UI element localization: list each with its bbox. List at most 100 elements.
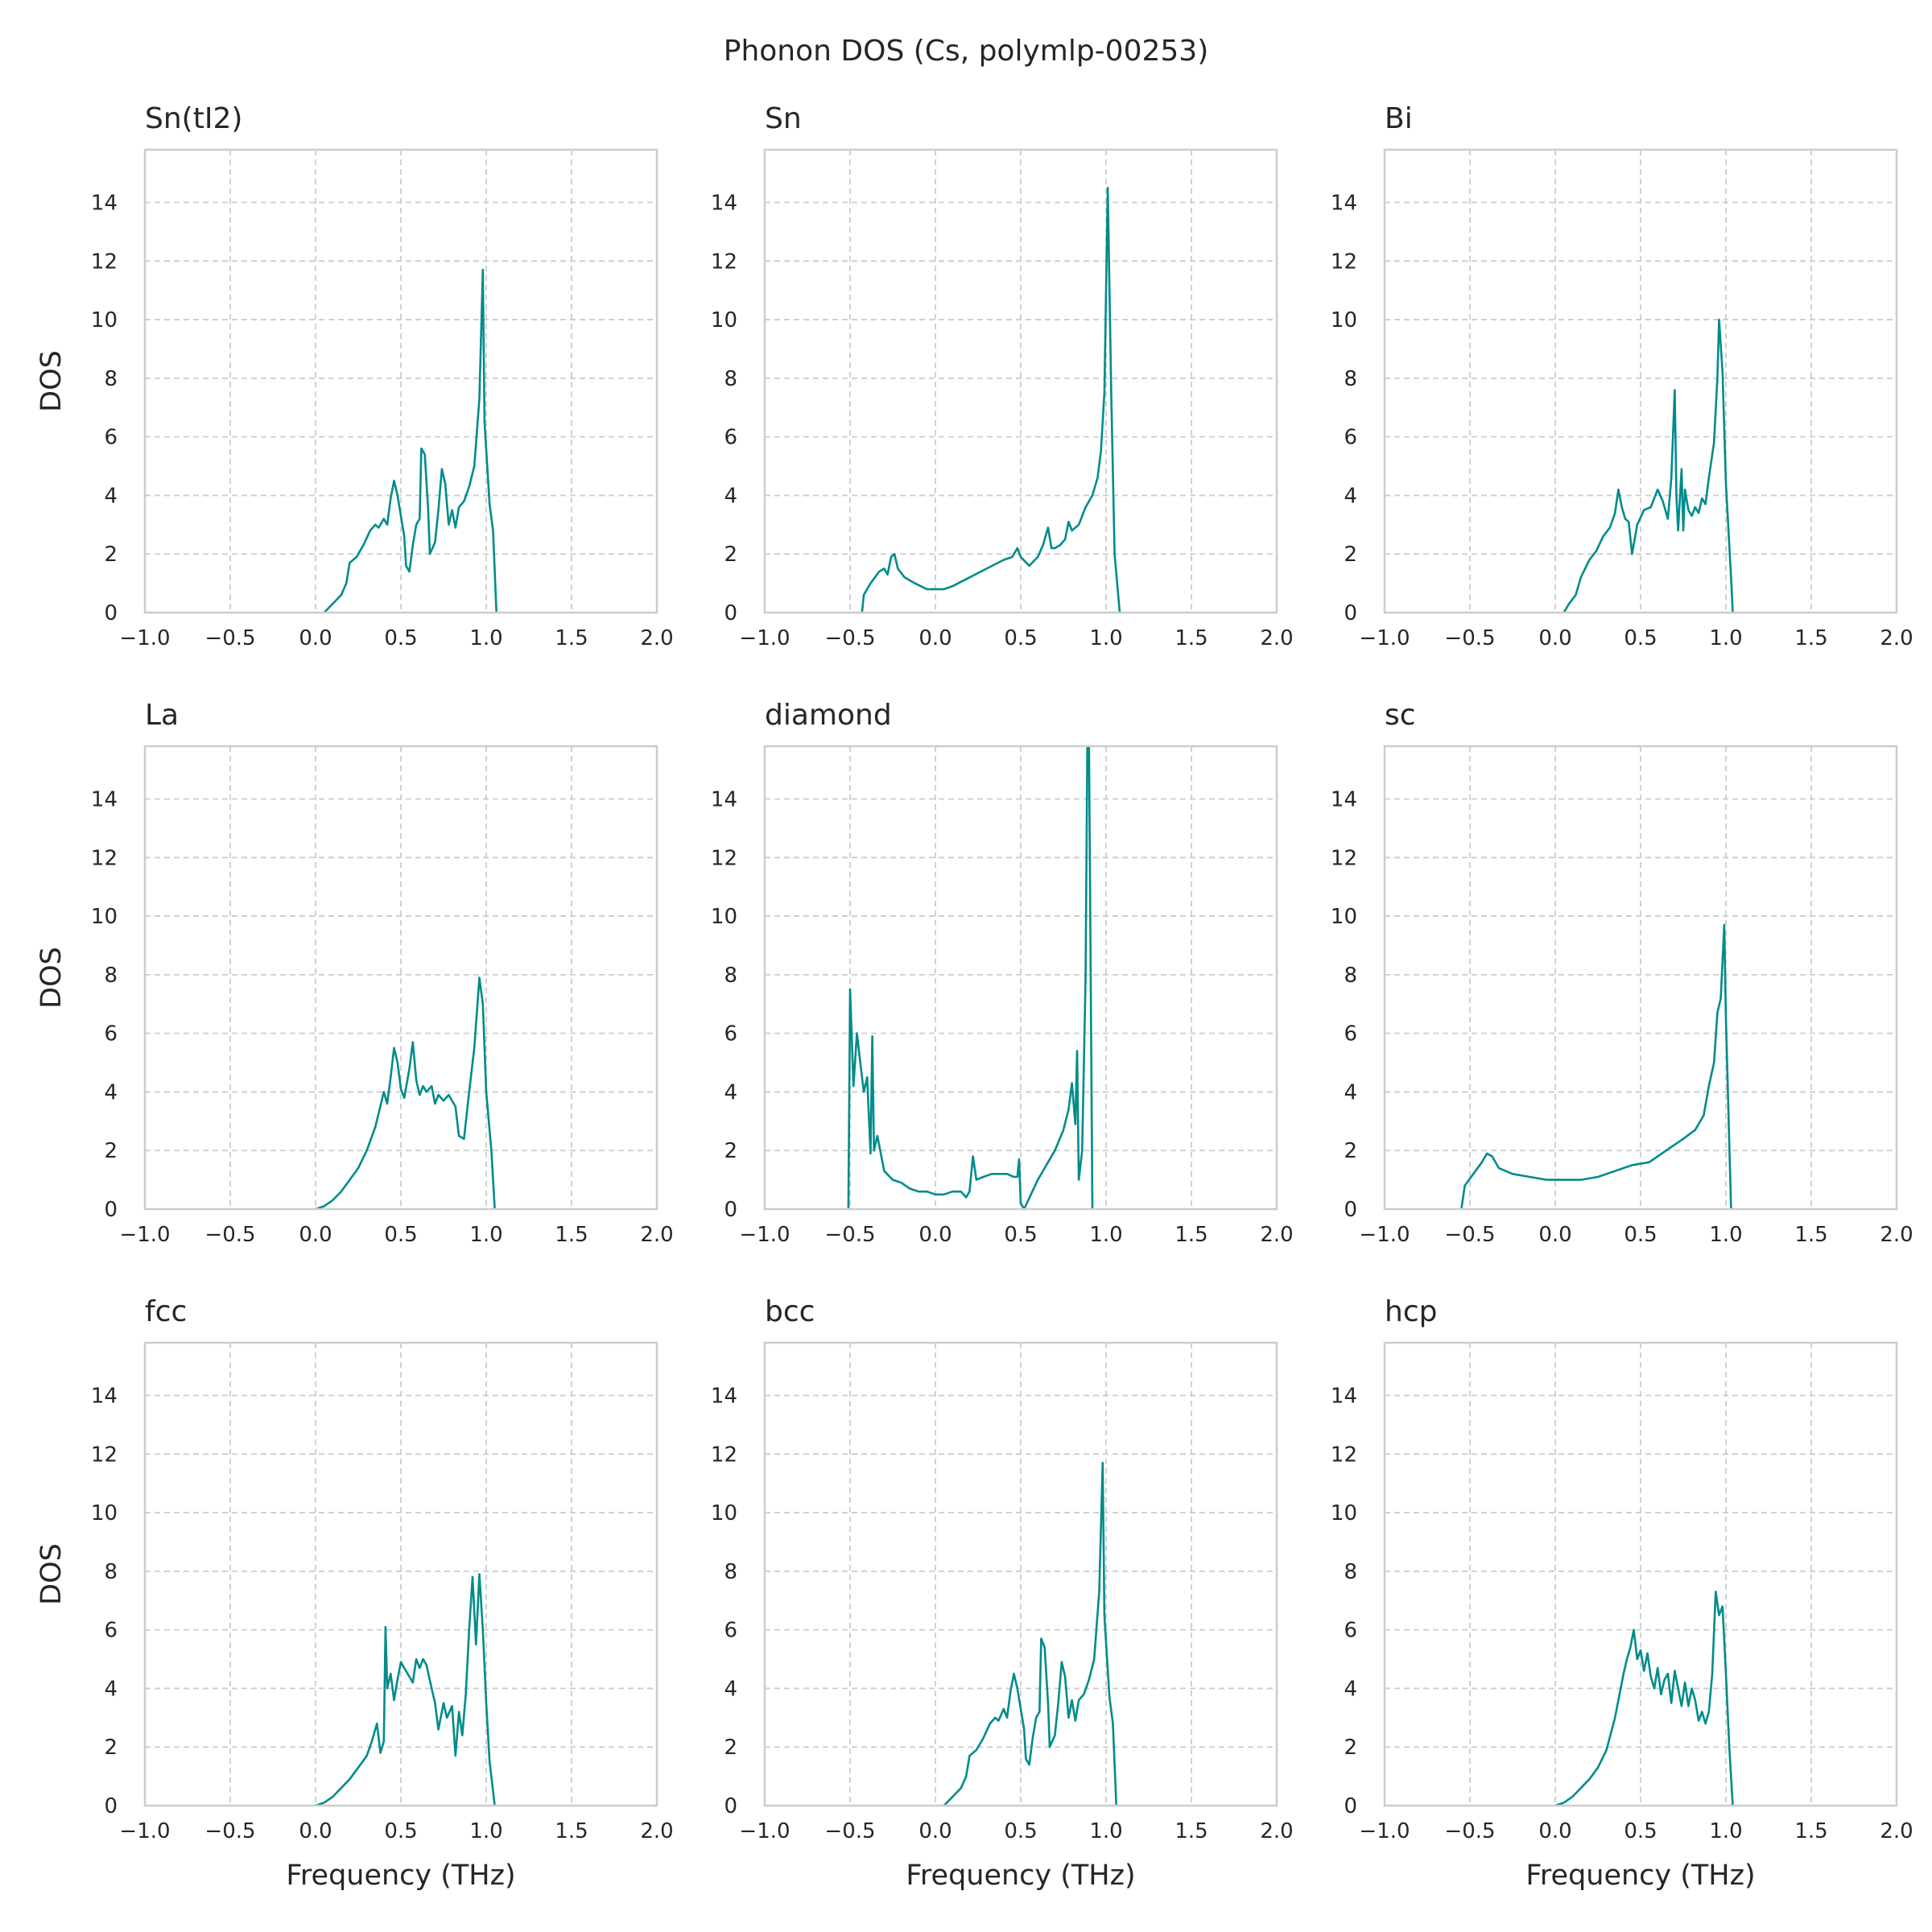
x-tick-label: 2.0 <box>640 1223 673 1247</box>
y-tick-label: 10 <box>91 905 118 929</box>
x-tick-label: −1.0 <box>1359 626 1410 650</box>
y-tick-label: 2 <box>104 1736 118 1760</box>
plot-frame <box>1383 1341 1898 1807</box>
x-tick-label: 1.5 <box>1174 1819 1208 1843</box>
subplot-Sn: −1.0 −0.5 0.0 0.5 1.0 1.5 2.0 0 2 4 6 8 10 12 14 Sn <box>711 102 1294 650</box>
y-tick-label: 12 <box>91 250 118 274</box>
x-tick-label: 0.5 <box>384 1223 417 1247</box>
y-tick-label: 4 <box>724 1677 737 1701</box>
x-tick-label: 1.0 <box>1709 1819 1742 1843</box>
panel-title: hcp <box>1385 1295 1437 1328</box>
y-tick-label: 8 <box>104 964 118 988</box>
plot-frame <box>143 745 658 1211</box>
x-tick-label: 1.0 <box>469 626 502 650</box>
x-tick-label: 0.5 <box>1624 1819 1657 1843</box>
plot-frame <box>763 745 1278 1211</box>
y-tick-label: 0 <box>104 1794 118 1818</box>
panel-title: fcc <box>145 1295 187 1328</box>
x-tick-label: 1.0 <box>1089 1819 1122 1843</box>
dos-series-line <box>1460 923 1732 1210</box>
x-tick-label: 2.0 <box>1880 626 1913 650</box>
x-tick-label: −1.0 <box>119 1819 170 1843</box>
dos-series-line <box>315 976 496 1211</box>
y-tick-label: 12 <box>91 1443 118 1467</box>
y-tick-label: 8 <box>724 964 737 988</box>
panel-title: sc <box>1385 699 1416 732</box>
y-tick-label: 14 <box>711 192 737 216</box>
y-tick-label: 12 <box>1331 250 1357 274</box>
y-tick-label: 6 <box>1344 426 1357 450</box>
x-tick-label: 1.0 <box>1089 626 1122 650</box>
x-tick-label: 1.0 <box>1709 1223 1742 1247</box>
x-tick-label: 1.5 <box>555 1819 588 1843</box>
y-tick-label: 2 <box>724 543 737 567</box>
x-axis-label: Frequency (THz) <box>1525 1860 1755 1892</box>
x-tick-label: −1.0 <box>1359 1223 1410 1247</box>
y-tick-label: 6 <box>1344 1619 1357 1643</box>
dos-series-line <box>1563 318 1734 613</box>
x-tick-label: −0.5 <box>824 1223 875 1247</box>
y-tick-label: 4 <box>104 484 118 508</box>
x-axis-label: Frequency (THz) <box>906 1860 1135 1892</box>
x-tick-label: −1.0 <box>739 626 790 650</box>
y-tick-label: 6 <box>724 1022 737 1046</box>
x-tick-label: 0.0 <box>299 1819 332 1843</box>
x-tick-label: 2.0 <box>640 626 673 650</box>
dos-series-line <box>323 268 497 613</box>
x-tick-label: 1.5 <box>1794 626 1827 650</box>
y-tick-label: 4 <box>104 1080 118 1104</box>
plot-frame <box>143 1341 658 1807</box>
x-tick-label: 1.0 <box>469 1819 502 1843</box>
plot-frame <box>763 148 1278 614</box>
y-tick-label: 6 <box>1344 1022 1357 1046</box>
plot-frame <box>1383 745 1898 1211</box>
subplot-La: −1.0 −0.5 0.0 0.5 1.0 1.5 2.0 0 2 4 6 8 10 12 14 La DOS <box>35 699 674 1247</box>
y-tick-label: 6 <box>104 426 118 450</box>
y-tick-label: 2 <box>104 1139 118 1163</box>
dos-series-line <box>861 187 1121 613</box>
x-tick-label: −1.0 <box>1359 1819 1410 1843</box>
y-tick-label: 10 <box>711 308 737 332</box>
y-tick-label: 10 <box>711 1501 737 1525</box>
dos-series-line <box>943 1461 1117 1806</box>
y-tick-label: 2 <box>724 1139 737 1163</box>
x-tick-label: 2.0 <box>640 1819 673 1843</box>
subplot-bcc: −1.0 −0.5 0.0 0.5 1.0 1.5 2.0 0 2 4 6 8 10 12 14 bcc Fre… <box>711 1295 1294 1892</box>
y-tick-label: 14 <box>711 788 737 812</box>
y-tick-label: 4 <box>1344 1080 1357 1104</box>
y-tick-label: 6 <box>104 1619 118 1643</box>
y-tick-label: 8 <box>1344 1560 1357 1584</box>
x-tick-label: −0.5 <box>204 1819 255 1843</box>
y-axis-label: DOS <box>35 1543 68 1605</box>
x-tick-label: 2.0 <box>1880 1819 1913 1843</box>
y-tick-label: 4 <box>104 1677 118 1701</box>
y-tick-label: 10 <box>1331 1501 1357 1525</box>
x-tick-label: 1.5 <box>1174 1223 1208 1247</box>
dos-series-line <box>315 1573 496 1807</box>
plot-frame <box>763 1341 1278 1807</box>
x-tick-label: 2.0 <box>1880 1223 1913 1247</box>
panel-title: Sn <box>765 102 802 135</box>
x-tick-label: 1.5 <box>555 1223 588 1247</box>
x-tick-label: 0.0 <box>1538 626 1571 650</box>
y-tick-label: 14 <box>1331 192 1357 216</box>
y-tick-label: 2 <box>104 543 118 567</box>
x-tick-label: −0.5 <box>1444 626 1495 650</box>
x-tick-label: 0.0 <box>919 1819 952 1843</box>
y-tick-label: 4 <box>724 484 737 508</box>
subplot-fcc: −1.0 −0.5 0.0 0.5 1.0 1.5 2.0 0 2 4 6 8 10 12 14 fcc DOS… <box>35 1295 674 1892</box>
y-tick-label: 10 <box>91 308 118 332</box>
panel-title: diamond <box>765 699 892 732</box>
subplot-sc: −1.0 −0.5 0.0 0.5 1.0 1.5 2.0 0 2 4 6 8 10 12 14 sc <box>1331 699 1913 1247</box>
y-tick-label: 10 <box>1331 905 1357 929</box>
x-tick-label: 2.0 <box>1260 626 1293 650</box>
y-tick-label: 10 <box>91 1501 118 1525</box>
y-tick-label: 0 <box>1344 601 1357 625</box>
x-tick-label: 0.0 <box>299 626 332 650</box>
subplot-hcp: −1.0 −0.5 0.0 0.5 1.0 1.5 2.0 0 2 4 6 8 10 12 14 hcp Fre… <box>1331 1295 1913 1892</box>
x-tick-label: −0.5 <box>1444 1819 1495 1843</box>
x-tick-label: 0.5 <box>384 626 417 650</box>
y-tick-label: 0 <box>724 601 737 625</box>
y-tick-label: 14 <box>711 1385 737 1409</box>
